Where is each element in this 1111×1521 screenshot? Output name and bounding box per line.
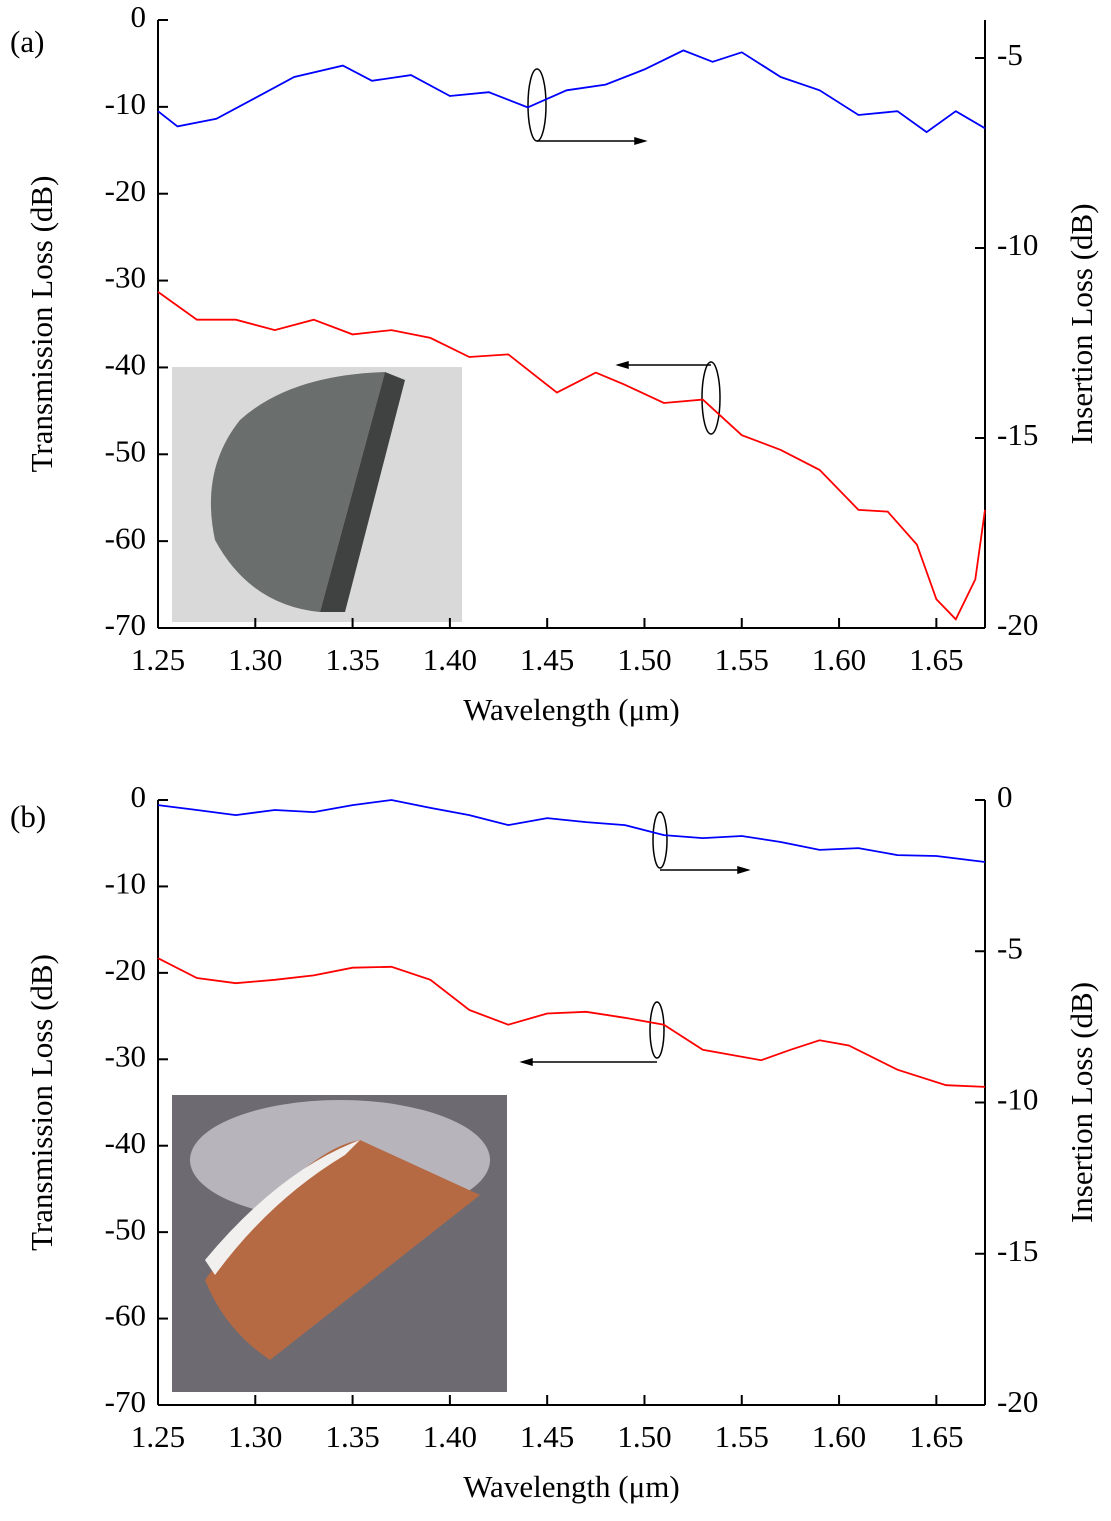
x-tick-label: 1.60 <box>812 1419 866 1454</box>
x-tick-label: 1.25 <box>131 1419 185 1454</box>
y2-tick-label: -5 <box>997 930 1023 965</box>
x-tick-label: 1.30 <box>228 642 282 677</box>
y-tick-label: -50 <box>105 1211 146 1246</box>
inset-photo <box>172 367 462 622</box>
y2-tick-label: -15 <box>997 417 1038 452</box>
y-tick-label: -40 <box>105 347 146 382</box>
x-tick-label: 1.50 <box>617 642 671 677</box>
inset-photo <box>172 1095 507 1392</box>
y-tick-label: -30 <box>105 1038 146 1073</box>
y2-tick-label: -10 <box>997 1082 1038 1117</box>
y2-tick-label: -5 <box>997 37 1023 72</box>
y-tick-label: -20 <box>105 952 146 987</box>
x-tick-label: 1.65 <box>909 1419 963 1454</box>
data-line <box>157 799 986 863</box>
y-tick-label: -70 <box>105 1384 146 1419</box>
y-tick-label: -20 <box>105 173 146 208</box>
x-tick-label: 1.40 <box>423 642 477 677</box>
y-axis-label: Transmission Loss (dB) <box>24 954 59 1251</box>
x-tick-label: 1.40 <box>423 1419 477 1454</box>
y2-tick-label: -20 <box>997 607 1038 642</box>
x-tick-label: 1.35 <box>325 642 379 677</box>
x-tick-label: 1.35 <box>325 1419 379 1454</box>
x-tick-label: 1.30 <box>228 1419 282 1454</box>
annotation <box>519 68 751 1067</box>
x-axis-label: Wavelength (μm) <box>463 1469 679 1504</box>
y2-tick-label: 0 <box>997 779 1013 814</box>
y-tick-label: -60 <box>105 1298 146 1333</box>
y-tick-label: 0 <box>131 779 147 814</box>
data-line <box>157 957 986 1088</box>
x-tick-label: 1.55 <box>715 642 769 677</box>
panel-label: (a) <box>10 24 44 59</box>
x-tick-label: 1.55 <box>715 1419 769 1454</box>
y-tick-label: -40 <box>105 1125 146 1160</box>
x-tick-label: 1.50 <box>617 1419 671 1454</box>
data-line <box>157 291 986 621</box>
y2-tick-label: -15 <box>997 1233 1038 1268</box>
y-tick-label: -30 <box>105 260 146 295</box>
x-tick-label: 1.45 <box>520 1419 574 1454</box>
y-axis-label: Transmission Loss (dB) <box>24 176 59 473</box>
y-tick-label: -10 <box>105 86 146 121</box>
data-line <box>157 49 986 134</box>
panel-label: (b) <box>10 799 46 834</box>
y-tick-label: -60 <box>105 520 146 555</box>
plots: 1.25 1.30 1.35 1.40 1.45 1.50 1.55 1.60 1.65 0 -10… <box>10 0 1099 1504</box>
y2-axis-label: Insertion Loss (dB) <box>1064 203 1099 444</box>
y-tick-label: -70 <box>105 607 146 642</box>
y2-tick-label: -10 <box>997 227 1038 262</box>
y-tick-label: -50 <box>105 433 146 468</box>
x-tick-label: 1.25 <box>131 642 185 677</box>
y-tick-label: -10 <box>105 866 146 901</box>
y2-tick-label: -20 <box>997 1384 1038 1419</box>
x-tick-label: 1.45 <box>520 642 574 677</box>
x-axis-label: Wavelength (μm) <box>463 692 679 727</box>
x-tick-label: 1.60 <box>812 642 866 677</box>
x-tick-label: 1.65 <box>909 642 963 677</box>
y2-axis-label: Insertion Loss (dB) <box>1064 982 1099 1223</box>
y-tick-label: 0 <box>131 0 147 34</box>
